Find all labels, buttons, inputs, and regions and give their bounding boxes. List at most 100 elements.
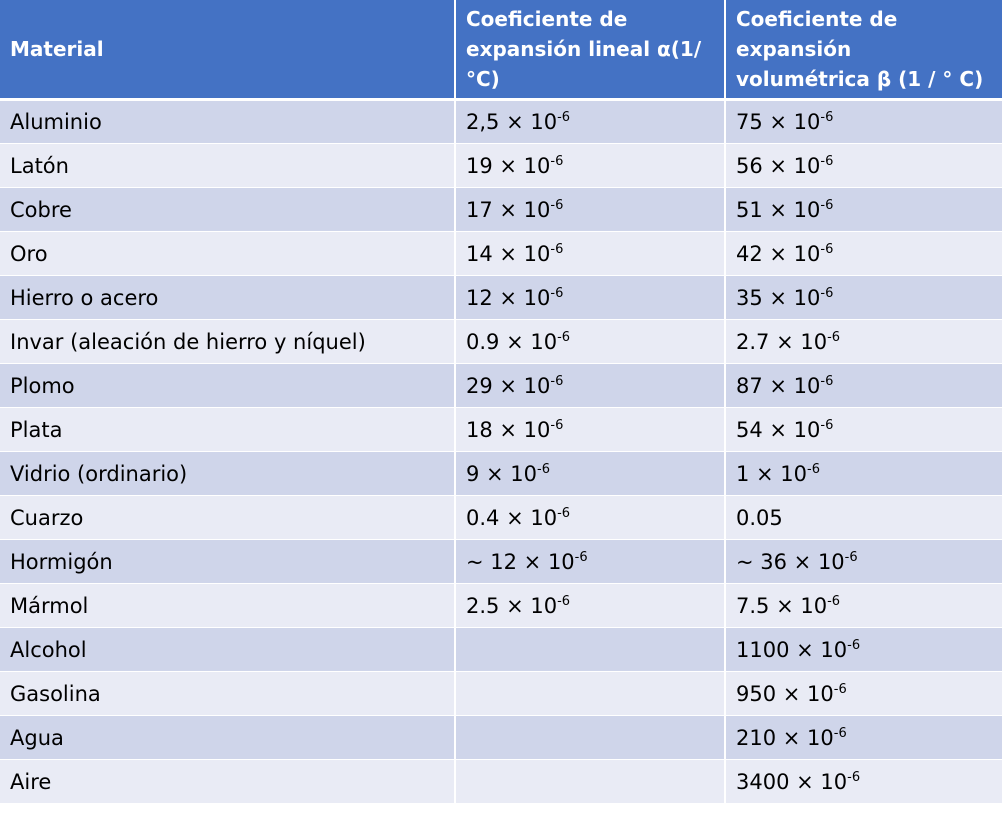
linear-coefficient-value: 12 × 10 bbox=[466, 285, 551, 310]
linear-coefficient-cell: ~ 12 × 10-6 bbox=[455, 539, 726, 584]
linear-coefficient-exponent: -6 bbox=[557, 110, 571, 125]
volumetric-coefficient-exponent: -6 bbox=[820, 285, 834, 301]
volumetric-coefficient-cell: 1 × 10-6 bbox=[725, 451, 1002, 496]
volumetric-coefficient-exponent: -6 bbox=[827, 593, 841, 609]
table-row: Vidrio (ordinario) 9 × 10-6 1 × 10-6 bbox=[0, 451, 1002, 496]
linear-coefficient-value: 0.9 × 10 bbox=[466, 329, 558, 354]
volumetric-coefficient-cell: 51 × 10-6 bbox=[725, 187, 1002, 232]
volumetric-coefficient-value: 1 × 10 bbox=[736, 461, 808, 486]
volumetric-coefficient-cell: 950 × 10-6 bbox=[725, 671, 1002, 716]
table-row: Hierro o acero 12 × 10-6 35 × 10-6 bbox=[0, 275, 1002, 320]
linear-coefficient-exponent: -6 bbox=[557, 505, 571, 521]
linear-coefficient-exponent: -6 bbox=[550, 285, 564, 301]
table-row: Latón 19 × 10-6 56 × 10-6 bbox=[0, 143, 1002, 188]
linear-coefficient-value: 2,5 × 10 bbox=[466, 110, 558, 134]
linear-coefficient-value: 9 × 10 bbox=[466, 461, 538, 486]
volumetric-coefficient-value: 1100 × 10 bbox=[736, 637, 848, 662]
material-cell: Agua bbox=[0, 715, 456, 760]
volumetric-coefficient-exponent: -6 bbox=[820, 373, 834, 389]
volumetric-coefficient-value: 56 × 10 bbox=[736, 153, 821, 178]
linear-coefficient-cell: 2,5 × 10-6 bbox=[455, 99, 726, 144]
volumetric-coefficient-value: 950 × 10 bbox=[736, 681, 834, 706]
linear-coefficient-value: 29 × 10 bbox=[466, 373, 551, 398]
linear-coefficient-exponent: -6 bbox=[550, 197, 564, 213]
linear-coefficient-exponent: -6 bbox=[550, 241, 564, 257]
volumetric-coefficient-value: 51 × 10 bbox=[736, 197, 821, 222]
material-cell: Aire bbox=[0, 759, 456, 804]
volumetric-coefficient-cell: 210 × 10-6 bbox=[725, 715, 1002, 760]
linear-coefficient-value: 17 × 10 bbox=[466, 197, 551, 222]
material-cell: Hierro o acero bbox=[0, 275, 456, 320]
volumetric-coefficient-cell: 87 × 10-6 bbox=[725, 363, 1002, 408]
linear-coefficient-cell: 2.5 × 10-6 bbox=[455, 583, 726, 628]
volumetric-coefficient-cell: 56 × 10-6 bbox=[725, 143, 1002, 188]
material-cell: Gasolina bbox=[0, 671, 456, 716]
volumetric-coefficient-exponent: -6 bbox=[820, 417, 834, 433]
volumetric-coefficient-value: 210 × 10 bbox=[736, 725, 834, 750]
material-cell: Invar (aleación de hierro y níquel) bbox=[0, 319, 456, 364]
linear-coefficient-cell: 14 × 10-6 bbox=[455, 231, 726, 276]
volumetric-coefficient-value: 42 × 10 bbox=[736, 241, 821, 266]
material-cell: Vidrio (ordinario) bbox=[0, 451, 456, 496]
volumetric-coefficient-cell: 42 × 10-6 bbox=[725, 231, 1002, 276]
material-cell: Cuarzo bbox=[0, 495, 456, 540]
volumetric-coefficient-exponent: -6 bbox=[833, 681, 847, 697]
volumetric-coefficient-value: 2.7 × 10 bbox=[736, 329, 828, 354]
linear-coefficient-cell bbox=[455, 715, 726, 760]
volumetric-coefficient-exponent: -6 bbox=[820, 153, 834, 169]
volumetric-coefficient-cell: 54 × 10-6 bbox=[725, 407, 1002, 452]
linear-coefficient-cell: 29 × 10-6 bbox=[455, 363, 726, 408]
linear-coefficient-exponent: -6 bbox=[574, 549, 588, 565]
volumetric-coefficient-cell: 75 × 10-6 bbox=[725, 99, 1002, 144]
volumetric-coefficient-exponent: -6 bbox=[847, 637, 861, 653]
material-cell: Aluminio bbox=[0, 99, 456, 144]
header-material: Material bbox=[0, 0, 456, 101]
material-cell: Cobre bbox=[0, 187, 456, 232]
linear-coefficient-cell: 0.4 × 10-6 bbox=[455, 495, 726, 540]
table-row: Agua 210 × 10-6 bbox=[0, 715, 1002, 760]
volumetric-coefficient-value: 0.05 bbox=[736, 505, 783, 530]
table-row: Alcohol 1100 × 10-6 bbox=[0, 627, 1002, 672]
volumetric-coefficient-cell: 2.7 × 10-6 bbox=[725, 319, 1002, 364]
linear-coefficient-cell: 18 × 10-6 bbox=[455, 407, 726, 452]
linear-coefficient-exponent: -6 bbox=[550, 373, 564, 389]
linear-coefficient-exponent: -6 bbox=[537, 461, 550, 477]
volumetric-coefficient-value: 35 × 10 bbox=[736, 285, 821, 310]
linear-coefficient-cell: 12 × 10-6 bbox=[455, 275, 726, 320]
linear-coefficient-value: ~ 12 × 10 bbox=[466, 549, 575, 574]
volumetric-coefficient-value: 54 × 10 bbox=[736, 417, 821, 442]
table-row: Invar (aleación de hierro y níquel) 0.9 ×… bbox=[0, 319, 1002, 364]
volumetric-coefficient-cell: ~ 36 × 10-6 bbox=[725, 539, 1002, 584]
table-row: Mármol 2.5 × 10-6 7.5 × 10-6 bbox=[0, 583, 1002, 628]
table-row: Oro 14 × 10-6 42 × 10-6 bbox=[0, 231, 1002, 276]
linear-coefficient-exponent: -6 bbox=[557, 329, 571, 345]
linear-coefficient-value: 14 × 10 bbox=[466, 241, 551, 266]
material-cell: Hormigón bbox=[0, 539, 456, 584]
material-cell: Oro bbox=[0, 231, 456, 276]
volumetric-coefficient-exponent: -6 bbox=[833, 725, 847, 741]
linear-coefficient-value: 0.4 × 10 bbox=[466, 505, 558, 530]
volumetric-coefficient-exponent: -6 bbox=[820, 241, 834, 257]
linear-coefficient-cell bbox=[455, 627, 726, 672]
volumetric-coefficient-cell: 1100 × 10-6 bbox=[725, 627, 1002, 672]
linear-coefficient-value: 2.5 × 10 bbox=[466, 593, 558, 618]
table-row: Cuarzo 0.4 × 10-6 0.05 bbox=[0, 495, 1002, 540]
linear-coefficient-cell: 17 × 10-6 bbox=[455, 187, 726, 232]
table-row: Hormigón ~ 12 × 10-6 ~ 36 × 10-6 bbox=[0, 539, 1002, 584]
table-row: Aire 3400 × 10-6 bbox=[0, 759, 1002, 804]
linear-coefficient-cell bbox=[455, 671, 726, 716]
table-row: Plata 18 × 10-6 54 × 10-6 bbox=[0, 407, 1002, 452]
linear-coefficient-value: 19 × 10 bbox=[466, 153, 551, 178]
linear-coefficient-cell: 19 × 10-6 bbox=[455, 143, 726, 188]
material-cell: Alcohol bbox=[0, 627, 456, 672]
linear-coefficient-cell: 9 × 10-6 bbox=[455, 451, 726, 496]
volumetric-coefficient-cell: 7.5 × 10-6 bbox=[725, 583, 1002, 628]
volumetric-coefficient-exponent: -6 bbox=[844, 549, 858, 565]
volumetric-coefficient-exponent: -6 bbox=[820, 197, 834, 213]
table-body: Aluminio 2,5 × 10-6 75 × 10-6 Latón 19 × 10-… bbox=[0, 99, 1002, 804]
linear-coefficient-value: 18 × 10 bbox=[466, 417, 551, 442]
linear-coefficient-cell: 0.9 × 10-6 bbox=[455, 319, 726, 364]
volumetric-coefficient-value: 7.5 × 10 bbox=[736, 593, 828, 618]
volumetric-coefficient-value: 75 × 10 bbox=[736, 110, 821, 134]
